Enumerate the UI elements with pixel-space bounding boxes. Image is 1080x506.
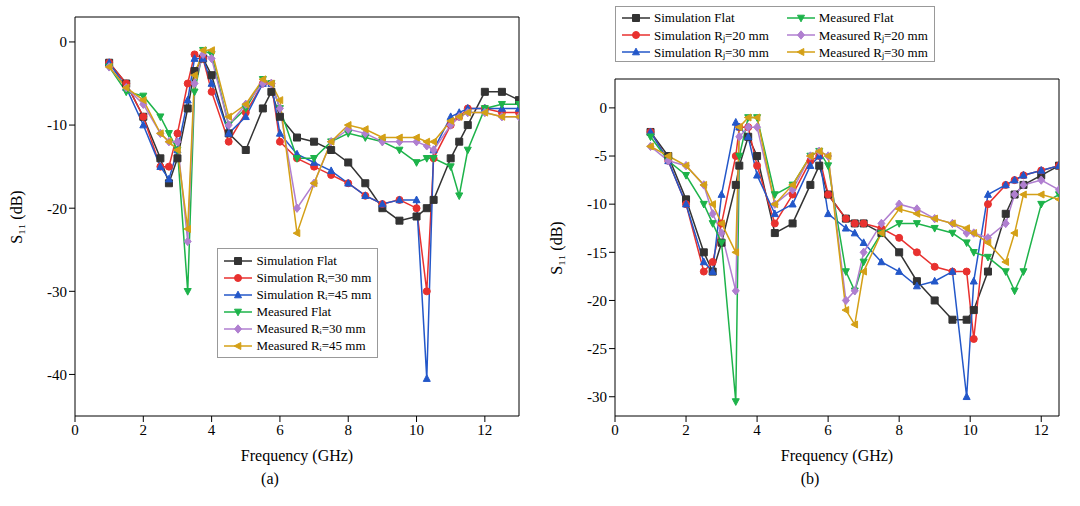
html-text:Measured Flat: Measured Flat xyxy=(256,303,332,319)
svg-text:0: 0 xyxy=(71,422,79,438)
html-text:Simulation Rⱼ=30 mm: Simulation Rⱼ=30 mm xyxy=(654,44,769,60)
html-text:Measured Rᵢ=30 mm: Measured Rᵢ=30 mm xyxy=(256,320,366,336)
html-text:(a): (a) xyxy=(261,470,279,487)
svg-text:-20: -20 xyxy=(47,201,67,217)
svg-text:-25: -25 xyxy=(587,341,607,357)
svg-text:8: 8 xyxy=(344,422,352,438)
svg-text:2: 2 xyxy=(140,422,148,438)
html-text:Simulation Rⱼ=20 mm: Simulation Rⱼ=20 mm xyxy=(654,27,769,43)
html-text:S₁₁ (dB): S₁₁ (dB) xyxy=(8,189,25,244)
svg-text:-40: -40 xyxy=(47,367,67,383)
svg-text:-10: -10 xyxy=(587,196,607,212)
html-text:Simulation Rᵢ=45 mm: Simulation Rᵢ=45 mm xyxy=(256,286,372,302)
svg-text:6: 6 xyxy=(824,422,832,438)
svg-text:-10: -10 xyxy=(47,117,67,133)
svg-text:0: 0 xyxy=(60,34,68,50)
html-text:Simulation Flat: Simulation Flat xyxy=(654,9,735,25)
svg-text:4: 4 xyxy=(208,422,216,438)
html-text:(b): (b) xyxy=(800,470,820,487)
svg-text:Frequency (GHz): Frequency (GHz) xyxy=(241,447,353,465)
svg-text:8: 8 xyxy=(895,422,903,438)
html-text:Simulation Rᵢ=30 mm: Simulation Rᵢ=30 mm xyxy=(256,269,372,285)
svg-text:10: 10 xyxy=(409,422,424,438)
svg-text:0: 0 xyxy=(600,100,608,116)
svg-text:6: 6 xyxy=(276,422,284,438)
html-text:Measured Rᵢ=45 mm: Measured Rᵢ=45 mm xyxy=(256,337,366,353)
svg-text:4: 4 xyxy=(753,422,761,438)
svg-text:-5: -5 xyxy=(595,148,608,164)
html-text:S₁₁ (dB): S₁₁ (dB) xyxy=(548,220,565,275)
svg-text:Frequency (GHz): Frequency (GHz) xyxy=(781,447,893,465)
html-text:Measured Flat: Measured Flat xyxy=(818,9,894,25)
svg-text:-15: -15 xyxy=(587,245,607,261)
html-text:Simulation Flat: Simulation Flat xyxy=(256,252,337,268)
svg-text:12: 12 xyxy=(477,422,492,438)
svg-text:10: 10 xyxy=(963,422,978,438)
html-text:Measured Rⱼ=30 mm: Measured Rⱼ=30 mm xyxy=(818,44,928,60)
svg-text:-30: -30 xyxy=(47,284,67,300)
svg-text:-20: -20 xyxy=(587,293,607,309)
svg-text:0: 0 xyxy=(611,422,619,438)
svg-text:2: 2 xyxy=(682,422,690,438)
html-text:Measured Rⱼ=20 mm: Measured Rⱼ=20 mm xyxy=(818,27,928,43)
svg-text:12: 12 xyxy=(1034,422,1049,438)
svg-text:-30: -30 xyxy=(587,389,607,405)
